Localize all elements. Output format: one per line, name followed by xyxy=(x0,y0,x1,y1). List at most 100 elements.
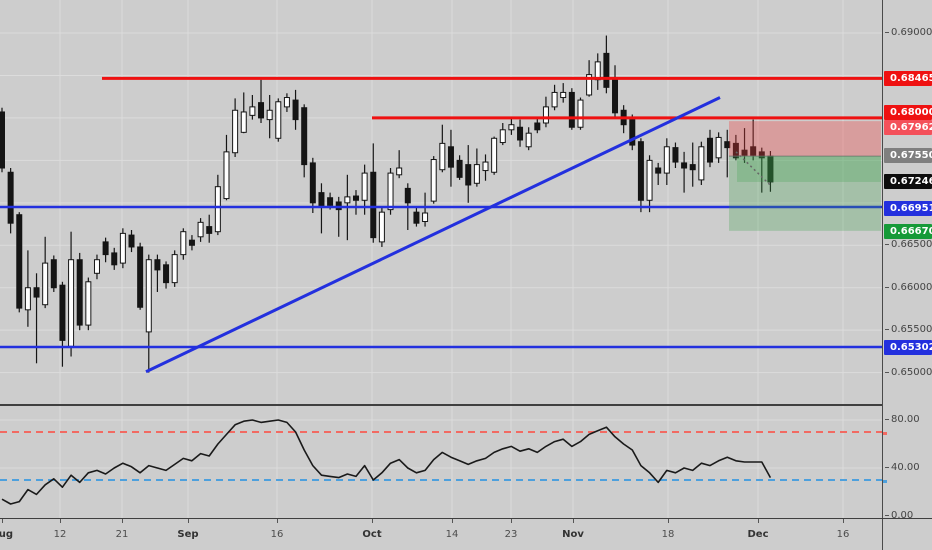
tick-text: 0.65500 xyxy=(891,324,932,335)
price-tick-label: 80.00 xyxy=(885,415,920,425)
time-tick-label: 14 xyxy=(445,529,459,540)
candle-body xyxy=(361,172,368,201)
price-tick-label: 0.65500 xyxy=(885,325,932,335)
candle-body xyxy=(499,129,506,144)
price-tick-label: 0.00 xyxy=(885,511,913,521)
candle-body xyxy=(137,246,144,308)
candle-body xyxy=(378,211,385,243)
candle-body xyxy=(292,99,299,121)
candle-body xyxy=(85,281,92,326)
candle-body xyxy=(258,102,265,119)
candle-body xyxy=(119,232,126,264)
candle-body xyxy=(50,259,57,289)
price-tick-label: 0.66500 xyxy=(885,240,932,250)
time-axis-border xyxy=(0,518,932,519)
tick-dash xyxy=(885,328,889,330)
candle-body xyxy=(689,164,696,171)
rsi-band-axis-marker xyxy=(883,432,887,435)
time-tick-label: 18 xyxy=(661,529,675,540)
time-tick-mark xyxy=(122,519,123,523)
candle-body xyxy=(240,111,247,133)
time-tick-label: 16 xyxy=(836,529,850,540)
candle-body xyxy=(59,284,66,341)
candle-body xyxy=(318,192,325,208)
candle-body xyxy=(188,239,195,246)
price-level-label[interactable]: 0.65302 xyxy=(884,339,932,355)
price-axis[interactable]: 0.69000 0.66500 0.66000 0.65500 0.65000 80.00… xyxy=(882,0,932,521)
candle-body xyxy=(637,141,644,201)
position-reward-box[interactable] xyxy=(729,156,881,231)
candle-body xyxy=(560,91,567,99)
candle-body xyxy=(68,259,75,347)
time-tick-mark xyxy=(452,519,453,523)
time-tick-label: Aug xyxy=(0,529,14,540)
time-tick-label: Sep xyxy=(177,529,199,540)
candle-body xyxy=(508,124,515,131)
candle-body xyxy=(266,109,273,121)
candle-body xyxy=(741,149,748,156)
time-tick-mark xyxy=(573,519,574,523)
candle-body xyxy=(249,106,256,116)
candle-body xyxy=(7,171,14,224)
candle-body xyxy=(491,137,498,173)
price-level-label[interactable]: 0.68465 xyxy=(884,70,932,86)
chart-canvas[interactable] xyxy=(0,0,882,518)
price-level-label[interactable]: 0.66951 xyxy=(884,200,932,216)
candle-body xyxy=(352,195,359,201)
candle-body xyxy=(724,141,731,149)
candle-body xyxy=(586,74,593,96)
pane-separator[interactable] xyxy=(0,404,932,406)
time-tick-mark xyxy=(277,519,278,523)
zone-rectangle[interactable] xyxy=(737,156,881,182)
position-risk-box[interactable] xyxy=(729,121,881,157)
candle-body xyxy=(370,171,377,239)
candle-body xyxy=(646,159,653,201)
time-tick-mark xyxy=(372,519,373,523)
candle-body xyxy=(232,109,239,154)
tick-dash xyxy=(885,243,889,245)
candle-body xyxy=(283,97,290,108)
price-level-label[interactable]: 0.67962 xyxy=(884,119,932,135)
candle-body xyxy=(171,254,178,284)
candle-body xyxy=(111,252,118,266)
candle-body xyxy=(750,146,757,156)
time-tick-label: 21 xyxy=(115,529,129,540)
time-tick-label: 23 xyxy=(504,529,518,540)
candle-body xyxy=(715,136,722,159)
candle-body xyxy=(24,287,31,311)
dotted-connector-drawing[interactable] xyxy=(735,151,772,187)
tick-text: 40.00 xyxy=(891,462,920,473)
rsi-band-axis-marker xyxy=(883,480,887,483)
price-level-label[interactable]: 0.67550 xyxy=(884,147,932,163)
candle-body xyxy=(525,132,532,148)
price-tick-label: 0.69000 xyxy=(885,28,932,38)
candle-body xyxy=(102,241,109,256)
tick-dash xyxy=(885,31,889,33)
candle-body xyxy=(698,146,705,181)
candle-body xyxy=(404,187,411,204)
time-tick-mark xyxy=(511,519,512,523)
candle-body xyxy=(93,259,100,274)
tick-text: 80.00 xyxy=(891,414,920,425)
candle-body xyxy=(534,122,541,131)
time-tick-mark xyxy=(188,519,189,523)
time-tick-mark xyxy=(758,519,759,523)
time-tick-label: Dec xyxy=(747,529,769,540)
trendline-drawing[interactable] xyxy=(145,96,721,374)
candle-body xyxy=(542,106,549,124)
candle-body xyxy=(663,146,670,174)
price-level-label[interactable]: 0.68000 xyxy=(884,104,932,120)
candle-body xyxy=(0,111,5,169)
price-tick-label: 40.00 xyxy=(885,463,920,473)
price-level-label[interactable]: 0.66670 xyxy=(884,223,932,239)
candle-body xyxy=(439,142,446,171)
time-tick-label: Nov xyxy=(562,529,584,540)
candle-body xyxy=(396,167,403,176)
candle-body xyxy=(758,151,765,159)
candle-body xyxy=(145,259,152,333)
time-axis[interactable]: Aug 12 21 Sep 16 Oct 14 23 Nov 18 Dec 16 xyxy=(0,519,932,550)
candle-body xyxy=(456,159,463,178)
price-level-label[interactable]: 0.67246 xyxy=(884,173,932,189)
candle-body xyxy=(629,119,636,146)
candle-body xyxy=(732,142,739,159)
